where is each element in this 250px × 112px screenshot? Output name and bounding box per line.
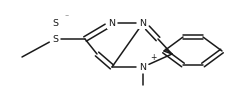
Text: S: S <box>52 35 58 44</box>
Text: S: S <box>52 19 58 28</box>
Text: N: N <box>139 19 146 28</box>
Text: ⁻: ⁻ <box>64 12 69 21</box>
Text: +: + <box>149 53 156 62</box>
Text: N: N <box>139 63 146 72</box>
Text: N: N <box>108 19 115 28</box>
